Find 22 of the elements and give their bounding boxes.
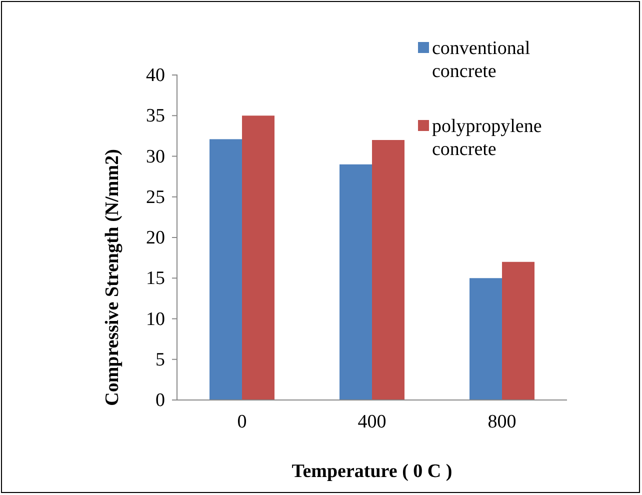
x-tick-label: 0 <box>237 412 247 433</box>
bar <box>340 164 372 400</box>
bar <box>210 139 242 400</box>
y-tick-label: 40 <box>146 65 165 86</box>
y-tick-label: 35 <box>146 106 165 127</box>
bar <box>470 278 502 400</box>
x-tick-label: 400 <box>358 412 386 433</box>
y-tick-label: 20 <box>146 228 165 249</box>
legend-label: polypropylene concrete <box>432 116 542 160</box>
y-tick-label: 10 <box>146 308 165 330</box>
bar <box>242 116 274 400</box>
x-tick-label: 800 <box>488 412 516 433</box>
y-tick-label: 30 <box>146 146 165 168</box>
y-tick-label: 5 <box>156 349 165 370</box>
bar <box>502 262 534 400</box>
y-tick-label: 15 <box>146 268 165 290</box>
y-tick-label: 25 <box>146 186 165 208</box>
y-tick-label: 0 <box>156 390 165 412</box>
x-axis-title: Temperature ( 0 C ) <box>292 461 452 482</box>
y-axis-title: Compressive Strength (N/mm2) <box>102 149 123 406</box>
legend-label: conventional concrete <box>432 38 530 82</box>
bar <box>372 140 404 400</box>
